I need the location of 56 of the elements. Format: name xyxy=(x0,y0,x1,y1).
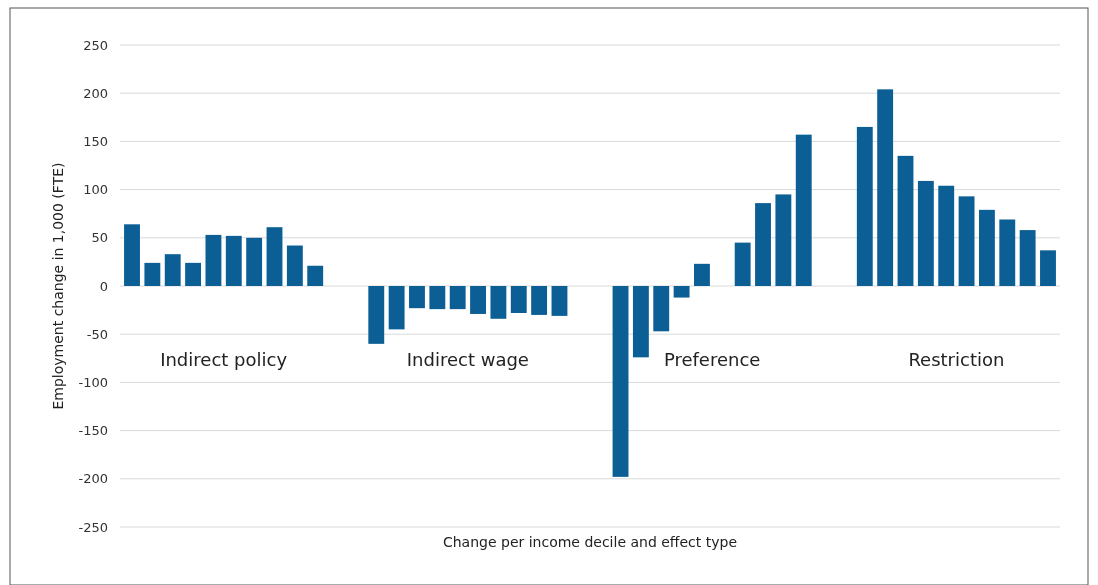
bar xyxy=(795,134,812,286)
y-tick-label: -250 xyxy=(78,519,108,535)
bar xyxy=(266,227,283,286)
bar xyxy=(490,286,507,319)
bar xyxy=(612,286,629,477)
bar xyxy=(856,126,873,286)
y-axis-title: Employment change in 1,000 (FTE) xyxy=(50,162,66,410)
x-axis-title: Change per income decile and effect type xyxy=(442,534,738,550)
bar xyxy=(164,254,181,286)
y-tick-label: 0 xyxy=(99,278,108,294)
y-tick-label: 150 xyxy=(83,133,108,149)
bar xyxy=(999,219,1016,286)
bar xyxy=(510,286,527,313)
annotation: Restriction xyxy=(908,349,1005,370)
bar xyxy=(185,262,202,286)
annotation: Indirect wage xyxy=(406,349,529,370)
bar xyxy=(531,286,548,315)
bar xyxy=(958,196,975,286)
bar xyxy=(653,286,670,332)
bar xyxy=(897,155,914,286)
bar xyxy=(409,286,425,309)
bar xyxy=(694,263,710,286)
y-tick-label: -100 xyxy=(78,374,108,390)
bar xyxy=(124,224,140,286)
bar xyxy=(775,194,792,286)
bar xyxy=(734,242,751,286)
bar xyxy=(755,203,771,286)
y-tick-label: -50 xyxy=(86,326,108,342)
bar xyxy=(470,286,486,314)
y-tick-label: -150 xyxy=(78,423,108,439)
bar xyxy=(388,286,405,330)
bar xyxy=(246,237,263,286)
annotation: Indirect policy xyxy=(160,349,288,370)
bar xyxy=(938,185,955,286)
bar xyxy=(307,265,324,286)
annotation: Preference xyxy=(663,349,761,370)
y-tick-label: 50 xyxy=(91,230,108,246)
bar xyxy=(449,286,466,310)
bar xyxy=(978,209,995,286)
bar xyxy=(877,89,894,286)
bar xyxy=(225,235,242,286)
bar xyxy=(1040,250,1056,286)
bar xyxy=(1019,230,1036,286)
bar xyxy=(286,245,303,286)
bar xyxy=(673,286,690,298)
bar xyxy=(368,286,385,344)
y-tick-label: 250 xyxy=(83,37,108,53)
bar xyxy=(632,286,649,358)
bar xyxy=(917,180,934,286)
bar xyxy=(144,262,161,286)
bar xyxy=(205,234,222,286)
y-tick-label: 100 xyxy=(83,182,108,198)
y-tick-label: 200 xyxy=(83,85,108,101)
bar xyxy=(551,286,568,316)
bar xyxy=(429,286,446,310)
y-tick-label: -200 xyxy=(78,471,108,487)
